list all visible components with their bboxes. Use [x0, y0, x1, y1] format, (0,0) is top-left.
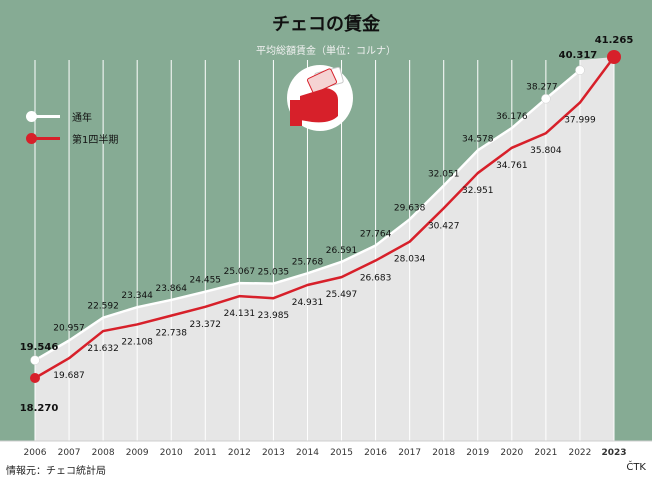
label-q1-2018: 30.427 [428, 221, 460, 231]
legend-item-q1: 第1四半期 [26, 131, 119, 146]
chart-subtitle: 平均総額賃金（単位：コルナ） [256, 46, 396, 57]
x-tick-2020: 2020 [500, 448, 523, 458]
credit-label: ČTK [626, 462, 646, 473]
label-annual-2018: 32.051 [428, 170, 460, 180]
series-line-annual [34, 69, 581, 362]
legend-swatch-annual [26, 110, 60, 122]
point-q1-2023 [607, 50, 621, 64]
label-annual-2013: 25.035 [258, 268, 290, 278]
label-q1-2021: 35.804 [530, 146, 562, 156]
legend-label-annual: 通年 [72, 112, 92, 124]
label-q1-2016: 26.683 [360, 274, 392, 284]
label-annual-2006: 19.546 [20, 342, 59, 353]
point-annual-2021 [541, 93, 551, 104]
label-q1-2007: 19.687 [53, 371, 85, 381]
point-annual-2006 [30, 355, 40, 365]
x-tick-2021: 2021 [534, 448, 557, 458]
label-annual-2011: 24.455 [190, 276, 222, 286]
label-q1-2013: 23.985 [258, 311, 290, 321]
hand-shape [300, 88, 338, 123]
label-annual-2009: 23.344 [121, 291, 153, 301]
label-q1-2009: 22.108 [121, 337, 153, 347]
legend-swatch-q1 [26, 132, 60, 144]
x-tick-2007: 2007 [58, 448, 81, 458]
label-q1-2006: 18.270 [20, 403, 59, 414]
x-tick-2008: 2008 [92, 448, 115, 458]
label-annual-2012: 25.067 [224, 267, 256, 277]
x-tick-2012: 2012 [228, 448, 251, 458]
label-annual-2010: 23.864 [155, 284, 187, 294]
label-annual-2022: 40.317 [559, 50, 598, 61]
chart-title: チェコの賃金 [272, 14, 380, 35]
label-annual-2008: 22.592 [87, 302, 119, 312]
label-annual-2021: 38.277 [526, 83, 558, 93]
label-annual-2007: 20.957 [53, 323, 85, 333]
x-tick-2013: 2013 [262, 448, 285, 458]
x-tick-2017: 2017 [398, 448, 421, 458]
x-tick-2009: 2009 [126, 448, 149, 458]
x-tick-2018: 2018 [432, 448, 455, 458]
label-q1-2022: 37.999 [564, 116, 596, 126]
x-tick-2019: 2019 [466, 448, 489, 458]
label-q1-2011: 23.372 [190, 320, 222, 330]
x-tick-2015: 2015 [330, 448, 353, 458]
x-tick-2022: 2022 [568, 448, 591, 458]
label-q1-2019: 32.951 [462, 186, 494, 196]
x-tick-2014: 2014 [296, 448, 319, 458]
legend-item-annual: 通年 [26, 109, 92, 124]
legend-label-q1: 第1四半期 [72, 134, 119, 146]
x-tick-2011: 2011 [194, 448, 217, 458]
label-q1-2008: 21.632 [87, 344, 119, 354]
point-q1-2006 [30, 373, 40, 383]
label-annual-2015: 26.591 [326, 246, 358, 256]
label-annual-2020: 36.176 [496, 112, 528, 122]
source-note: 情報元：チェコ統計局 [6, 466, 106, 477]
x-tick-2023: 2023 [601, 448, 626, 458]
label-annual-2016: 27.764 [360, 229, 392, 239]
x-tick-2006: 2006 [24, 448, 47, 458]
label-q1-2023: 41.265 [595, 35, 634, 46]
x-axis-band [0, 441, 652, 461]
label-q1-2010: 22.738 [155, 329, 187, 339]
x-tick-2010: 2010 [160, 448, 183, 458]
label-q1-2014: 24.931 [292, 298, 324, 308]
sleeve-cuff [290, 100, 302, 126]
series-line-q1 [34, 56, 616, 380]
label-q1-2012: 24.131 [224, 309, 256, 319]
point-annual-2022 [575, 65, 585, 75]
label-q1-2015: 25.497 [326, 290, 358, 300]
label-q1-2020: 34.761 [496, 161, 528, 171]
label-annual-2019: 34.578 [462, 134, 494, 144]
label-annual-2014: 25.768 [292, 257, 324, 267]
x-tick-2016: 2016 [364, 448, 387, 458]
label-q1-2017: 28.034 [394, 255, 426, 265]
plot-area-fill [35, 57, 614, 441]
label-annual-2017: 29.638 [394, 203, 426, 213]
